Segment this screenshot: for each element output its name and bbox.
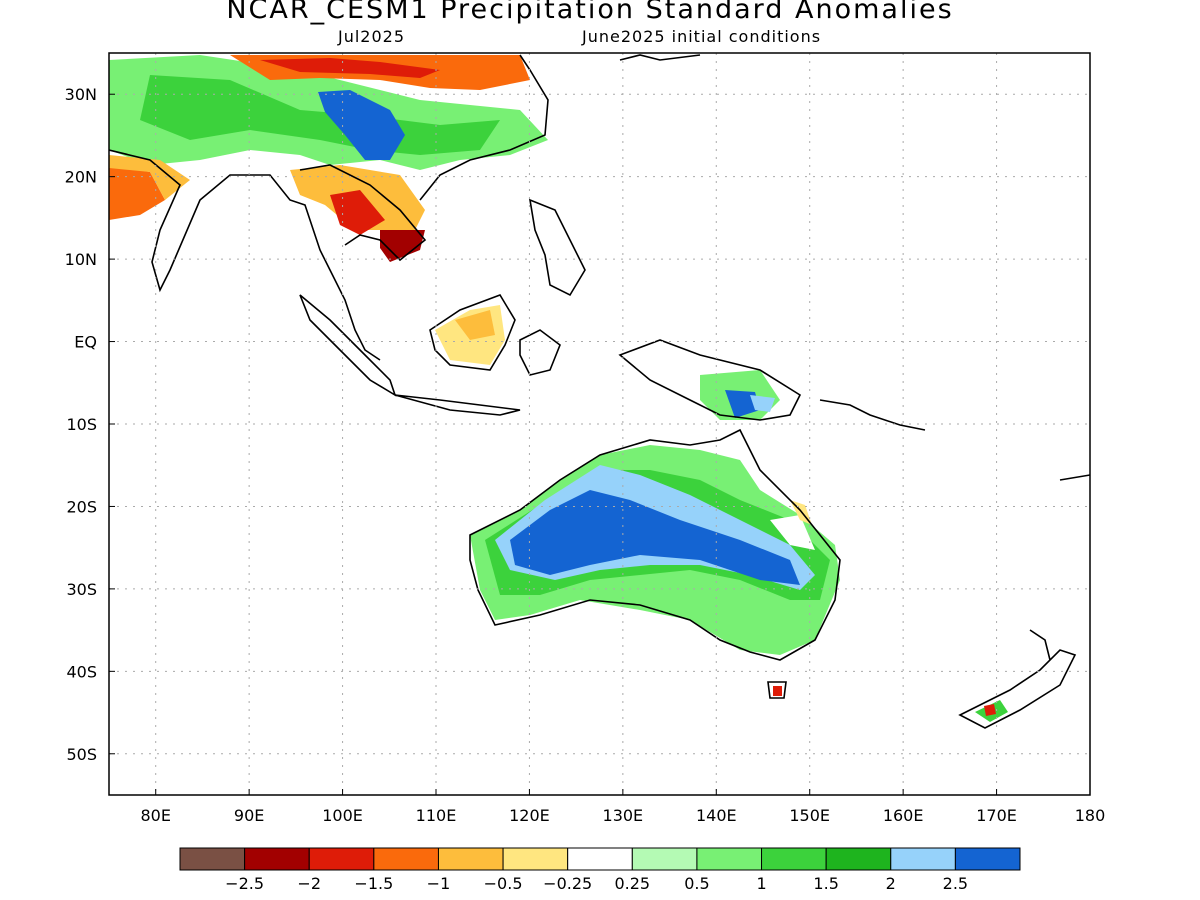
lon-tick-label: 80E bbox=[140, 806, 170, 825]
map-frame bbox=[108, 52, 1091, 796]
anomaly-patch-australia-east-white bbox=[770, 515, 815, 550]
colorbar-label: −1 bbox=[427, 874, 451, 893]
colorbar-label: 0.5 bbox=[684, 874, 709, 893]
lon-tick-label: 140E bbox=[696, 806, 737, 825]
lat-tick-label: 30S bbox=[66, 580, 97, 599]
coast-new-zealand bbox=[958, 629, 1077, 729]
colorbar-swatch bbox=[244, 847, 310, 871]
colorbar: −2.5 −2 −1.5 −1 −0.5 −0.25 0.25 0.5 1 1.5 2 2.5 bbox=[179, 847, 1021, 893]
lat-tick-label: 40S bbox=[66, 662, 97, 681]
colorbar-swatch bbox=[954, 847, 1021, 871]
colorbar-swatch bbox=[308, 847, 375, 871]
colorbar-label: 1.5 bbox=[813, 874, 838, 893]
colorbar-swatch bbox=[696, 847, 763, 871]
coast-borneo bbox=[429, 294, 516, 371]
colorbar-swatch bbox=[890, 847, 956, 871]
colorbar-swatch bbox=[631, 847, 698, 871]
lon-tick-label: 130E bbox=[603, 806, 644, 825]
coast-sulawesi bbox=[519, 329, 561, 376]
colorbar-label: −1.5 bbox=[354, 874, 393, 893]
lat-tick-label: 20S bbox=[66, 497, 97, 516]
graticule bbox=[109, 53, 1091, 795]
lon-tick-label: 170E bbox=[976, 806, 1017, 825]
anomaly-patch-indochina-red bbox=[330, 190, 385, 235]
colorbar-swatch bbox=[437, 847, 504, 871]
forecast-month: Jul2025 bbox=[338, 27, 406, 46]
coast-tasmania bbox=[767, 681, 787, 699]
lon-tick-label: 180 bbox=[1075, 806, 1106, 825]
longitude-labels: 80E 90E 100E 110E 120E 130E 140E 150E 160E 170E 18… bbox=[140, 806, 1105, 825]
lon-tick-label: 100E bbox=[322, 806, 363, 825]
anomaly-patch-png-lightblue bbox=[750, 395, 775, 412]
initial-conditions: June2025 initial conditions bbox=[582, 27, 822, 46]
lon-tick-label: 110E bbox=[416, 806, 457, 825]
colorbar-label: −0.25 bbox=[543, 874, 592, 893]
coast-australia bbox=[469, 428, 841, 661]
coast-java bbox=[394, 394, 521, 416]
lon-tick-label: 120E bbox=[509, 806, 550, 825]
coast-pacific-islands bbox=[619, 54, 1090, 481]
coast-asia bbox=[109, 54, 549, 361]
colorbar-swatch bbox=[373, 847, 439, 871]
anomaly-patch-china-green-dark bbox=[140, 75, 500, 155]
lat-tick-label: 10N bbox=[65, 250, 97, 269]
anomaly-patch-nz-red bbox=[984, 704, 996, 716]
anomaly-patch-borneo-orange bbox=[455, 310, 495, 340]
lon-tick-label: 150E bbox=[789, 806, 830, 825]
lat-tick-label: EQ bbox=[74, 333, 97, 352]
lat-tick-label: 50S bbox=[66, 745, 97, 764]
anomaly-patch-india-orange bbox=[109, 165, 165, 220]
colorbar-label: −2.5 bbox=[225, 874, 264, 893]
coastlines bbox=[109, 54, 1090, 729]
anomaly-patch-tasmania bbox=[773, 686, 782, 696]
anomaly-patch-mekong-dark bbox=[380, 230, 425, 262]
colorbar-swatch bbox=[567, 847, 633, 871]
map-title: NCAR_CESM1 Precipitation Standard Anomal… bbox=[226, 0, 954, 25]
anomaly-patch-china-blue bbox=[318, 90, 405, 160]
colorbar-swatch bbox=[502, 847, 569, 871]
colorbar-label: 2 bbox=[886, 874, 896, 893]
latitude-labels: 30N 20N 10N EQ 10S 20S 30S 40S 50S bbox=[65, 85, 97, 764]
anomaly-patch-australia-blue bbox=[510, 490, 800, 585]
lat-tick-label: 20N bbox=[65, 168, 97, 187]
lon-tick-label: 160E bbox=[883, 806, 924, 825]
anomaly-patch-tibet-dark bbox=[260, 58, 440, 78]
coast-philippines bbox=[528, 198, 586, 297]
lat-tick-label: 10S bbox=[66, 415, 97, 434]
anomaly-patch-india-yellow bbox=[109, 155, 190, 200]
colorbar-swatch bbox=[761, 847, 827, 871]
anomaly-field bbox=[109, 55, 1008, 722]
colorbar-label: −2 bbox=[297, 874, 321, 893]
colorbar-label: 1 bbox=[756, 874, 766, 893]
colorbar-label: 2.5 bbox=[943, 874, 968, 893]
colorbar-swatch bbox=[825, 847, 892, 871]
coast-new-guinea bbox=[618, 339, 802, 421]
colorbar-label: 0.25 bbox=[614, 874, 650, 893]
lat-tick-label: 30N bbox=[65, 85, 97, 104]
lon-tick-label: 90E bbox=[234, 806, 264, 825]
colorbar-label: −0.5 bbox=[484, 874, 523, 893]
colorbar-swatch bbox=[179, 847, 246, 871]
